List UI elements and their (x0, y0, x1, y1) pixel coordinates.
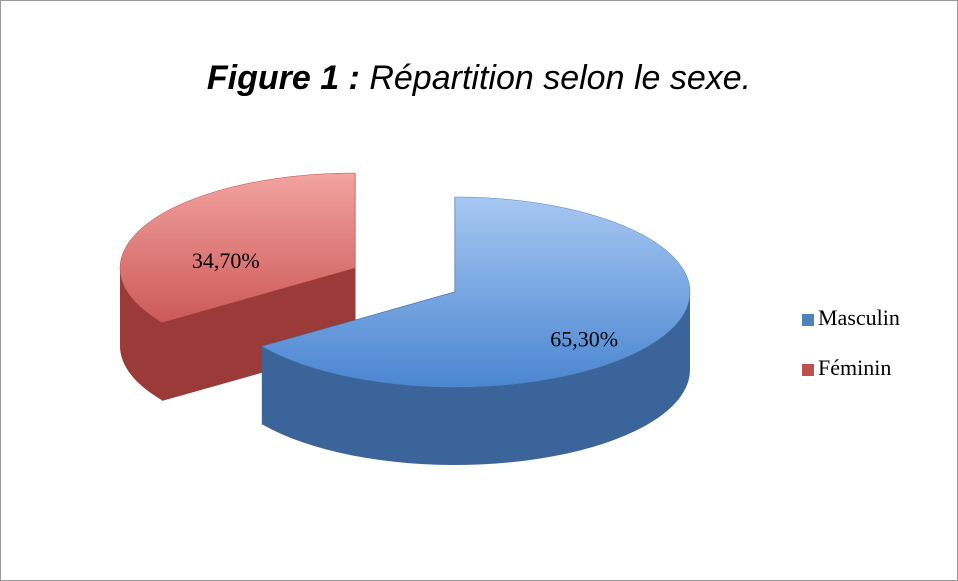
data-label: 34,70% (192, 248, 260, 273)
slice (119, 172, 356, 323)
legend-label: Masculin (818, 305, 900, 330)
slice (261, 196, 691, 388)
legend-label: Féminin (818, 355, 891, 380)
legend-swatch (802, 314, 814, 326)
title-prefix: Figure 1 : (207, 59, 360, 97)
legend-swatch (802, 364, 814, 376)
chart-title: Figure 1 : Répartition selon le sexe. (207, 59, 751, 97)
data-label: 65,30% (550, 326, 618, 351)
title-text: Répartition selon le sexe. (369, 59, 751, 97)
slice-wall (120, 268, 163, 401)
slice-wall (262, 292, 690, 465)
